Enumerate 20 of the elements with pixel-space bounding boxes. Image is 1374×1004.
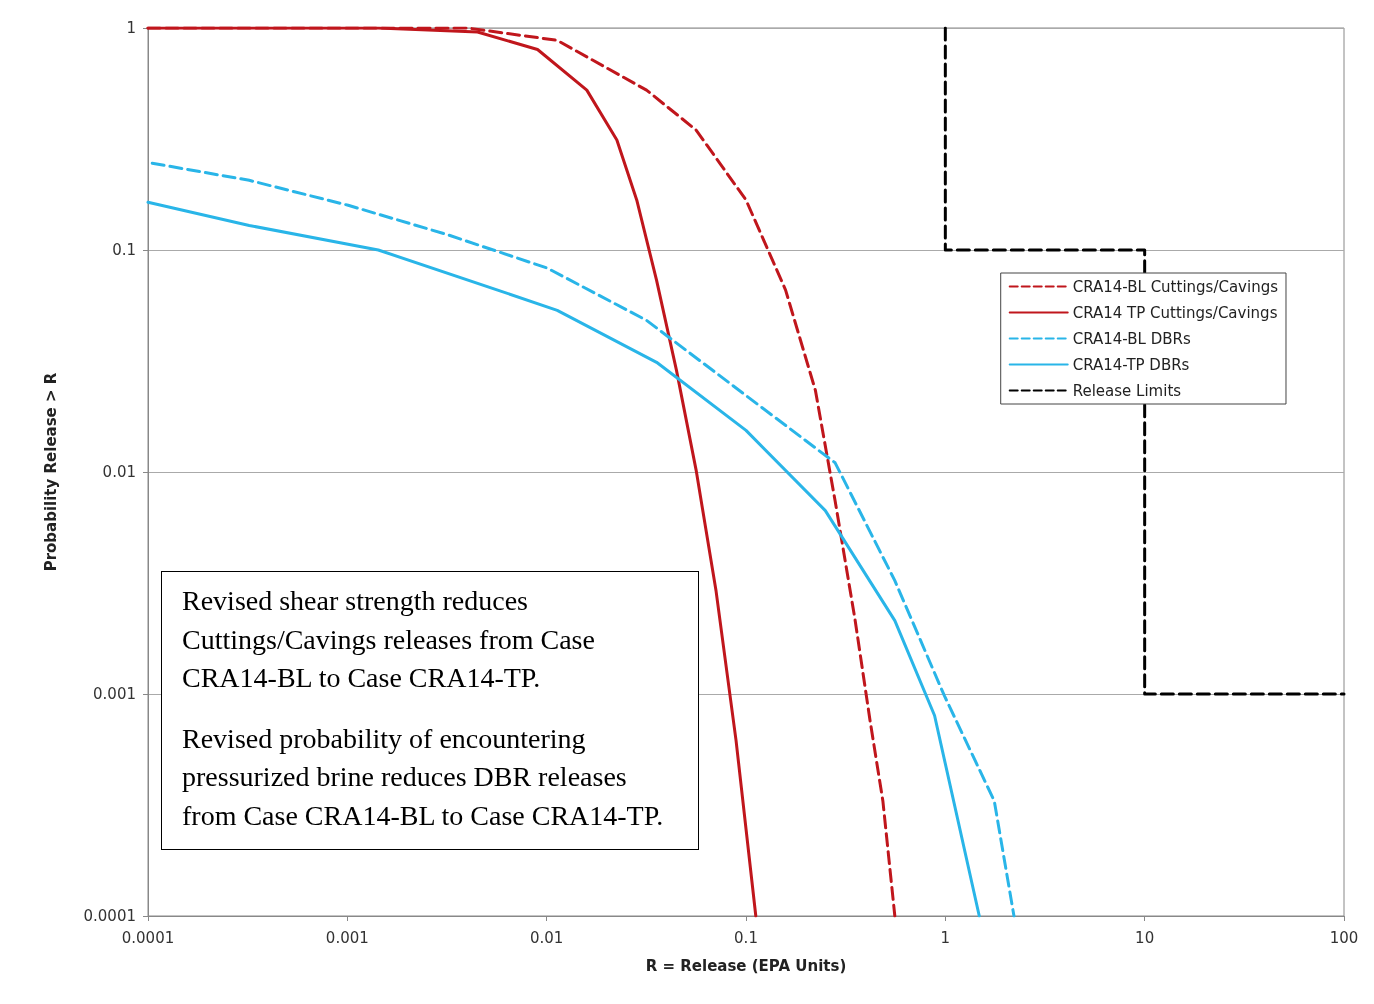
y-axis-title: Probability Release > R xyxy=(41,372,60,572)
x-axis-title: R = Release (EPA Units) xyxy=(645,956,847,975)
legend-label: CRA14 TP Cuttings/Cavings xyxy=(1072,303,1278,322)
legend-label: CRA14-BL Cuttings/Cavings xyxy=(1072,277,1279,296)
x-tick-label: 1 xyxy=(940,928,951,947)
legend-label: Release Limits xyxy=(1072,381,1182,400)
x-tick-label: 0.1 xyxy=(734,928,758,947)
y-tick-label: 1 xyxy=(126,19,136,37)
y-tick-label: 0.1 xyxy=(112,241,136,259)
y-tick-label: 0.01 xyxy=(102,463,136,481)
x-tick-label: 0.01 xyxy=(529,928,564,947)
legend-label: CRA14-BL DBRs xyxy=(1072,329,1191,348)
legend-label: CRA14-TP DBRs xyxy=(1072,355,1190,374)
x-tick-label: 100 xyxy=(1329,928,1359,947)
x-tick-label: 10 xyxy=(1135,928,1155,947)
x-tick-label: 0.001 xyxy=(325,928,369,947)
y-tick-label: 0.001 xyxy=(93,685,136,703)
y-tick-label: 0.0001 xyxy=(83,907,136,925)
annotation: Revised probability of encountering pressurized brine reduces DBR releases from Case CRA14-BL to Case CRA14-TP. xyxy=(182,721,665,833)
annotation: Revised shear strength reduces Cuttings/Cavings releases from Case CRA14-BL to Case CRA14-TP. xyxy=(182,584,596,695)
